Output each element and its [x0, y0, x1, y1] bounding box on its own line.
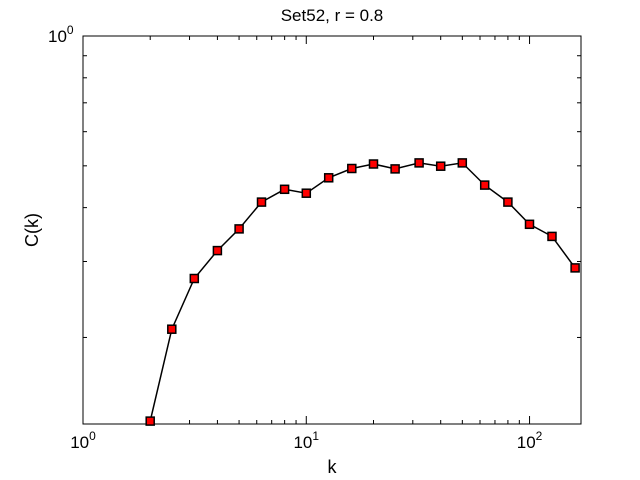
- data-point: [212, 245, 223, 256]
- series-group: [145, 158, 580, 426]
- data-point: [368, 159, 379, 169]
- chart-title: Set52, r = 0.8: [281, 6, 384, 25]
- data-point: [145, 416, 155, 426]
- data-point: [390, 164, 400, 174]
- y-axis-label: C(k): [22, 213, 42, 247]
- data-point: [414, 158, 424, 168]
- x-tick-label: 100: [70, 429, 96, 452]
- axis-ticks: 100 101 102 100: [48, 23, 581, 452]
- data-point: [457, 158, 468, 168]
- x-tick-label: 102: [517, 429, 543, 452]
- x-axis-label: k: [328, 457, 338, 477]
- data-point: [234, 224, 244, 234]
- data-point: [524, 219, 535, 230]
- data-point: [279, 184, 290, 195]
- y-tick-label: 100: [48, 23, 74, 46]
- data-point: [547, 231, 557, 242]
- plot-area: [82, 35, 582, 425]
- data-point: [435, 161, 446, 171]
- data-point: [479, 180, 490, 190]
- data-point: [256, 197, 267, 207]
- data-point: [503, 197, 513, 207]
- data-point: [189, 273, 200, 284]
- data-point: [301, 188, 312, 198]
- x-tick-label: 101: [293, 429, 319, 452]
- data-point: [570, 263, 580, 273]
- data-point: [347, 163, 357, 174]
- data-point: [167, 324, 177, 334]
- data-point: [323, 173, 334, 183]
